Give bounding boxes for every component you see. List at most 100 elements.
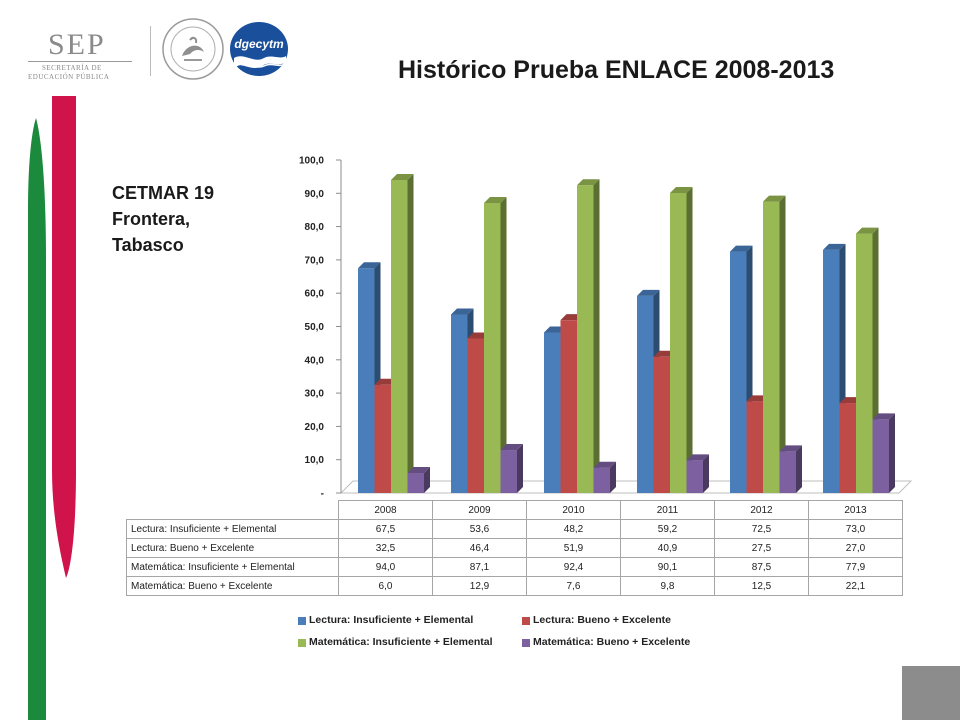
bar-top	[730, 245, 753, 252]
bar-front	[467, 338, 484, 493]
legend-label: Lectura: Insuficiente + Elemental	[309, 614, 474, 626]
bar-front	[823, 249, 840, 493]
table-cell: 77,9	[808, 557, 903, 577]
y-tick-label: 20,0	[305, 422, 325, 433]
bar-side	[703, 454, 709, 493]
school-line-3: Tabasco	[112, 235, 184, 255]
bar-front	[451, 314, 468, 493]
school-label: CETMAR 19 Frontera, Tabasco	[112, 180, 214, 258]
legend-label: Lectura: Bueno + Excelente	[533, 614, 672, 626]
bar-front	[839, 403, 856, 493]
table-row-label: Lectura: Bueno + Excelente	[126, 538, 339, 558]
bar-top	[577, 179, 600, 186]
bar-front	[358, 268, 375, 493]
bar-front	[577, 185, 594, 494]
y-tick-label: 90,0	[305, 189, 325, 200]
bar-front	[637, 295, 654, 493]
table-row: Lectura: Insuficiente + Elemental 67,5 5…	[126, 519, 903, 539]
bar-top	[763, 195, 786, 202]
bar-top	[872, 413, 895, 420]
table-cell: 90,1	[620, 557, 715, 577]
table-cell: 22,1	[808, 576, 903, 596]
logo-divider	[150, 26, 151, 76]
bar-front	[653, 356, 670, 493]
table-cell: 72,5	[714, 519, 809, 539]
legend-label: Matemática: Bueno + Excelente	[533, 636, 691, 648]
table-row: Matemática: Insuficiente + Elemental 94,…	[126, 557, 903, 577]
table-cell: 87,1	[432, 557, 527, 577]
school-line-1: CETMAR 19	[112, 183, 215, 203]
bar-front	[856, 233, 873, 493]
bar-front	[500, 450, 517, 493]
table-cell: 6,0	[338, 576, 433, 596]
bar-front	[779, 451, 796, 493]
y-tick-label: 80,0	[305, 222, 325, 233]
school-line-2: Frontera,	[112, 209, 191, 229]
legend-swatch	[298, 617, 306, 625]
red-band	[52, 96, 76, 578]
bar-front	[391, 179, 408, 494]
table-cell: 87,5	[714, 557, 809, 577]
table-cell: 27,5	[714, 538, 809, 558]
table-cell: 92,4	[526, 557, 621, 577]
table-header-cell: 2009	[432, 500, 527, 520]
legend-label: Matemática: Insuficiente + Elemental	[309, 636, 493, 648]
table-row-label: Matemática: Bueno + Excelente	[126, 576, 339, 596]
table-cell: 51,9	[526, 538, 621, 558]
bar-front	[686, 460, 703, 493]
bar-top	[500, 444, 523, 451]
green-band	[28, 118, 46, 720]
y-tick-label: 30,0	[305, 389, 325, 400]
table-cell: 12,9	[432, 576, 527, 596]
bar-front	[544, 332, 561, 493]
table-cell: 40,9	[620, 538, 715, 558]
table-corner	[127, 501, 339, 520]
bar-side	[610, 461, 616, 493]
bar-front	[730, 251, 747, 493]
bar-side	[686, 186, 693, 494]
bar-top	[686, 454, 709, 461]
dgecytm-logo-text: dgecytm	[234, 37, 284, 51]
bar-top	[670, 186, 693, 193]
table-header-cell: 2008	[338, 500, 433, 520]
legend-swatch	[298, 639, 306, 647]
table-header-cell: 2012	[714, 500, 809, 520]
table-cell: 94,0	[338, 557, 433, 577]
bar-front	[872, 419, 889, 493]
bar-top	[856, 227, 879, 234]
dgecytm-logo: dgecytm	[230, 22, 288, 76]
bar-side	[407, 173, 414, 494]
table-cell: 59,2	[620, 519, 715, 539]
bar-top	[637, 289, 660, 296]
table-cell: 9,8	[620, 576, 715, 596]
table-row-label: Matemática: Insuficiente + Elemental	[126, 557, 339, 577]
y-tick-label: 70,0	[305, 255, 325, 266]
bar-top	[391, 173, 414, 180]
bar-side	[424, 467, 430, 493]
table-cell: 46,4	[432, 538, 527, 558]
y-tick-label: 10,0	[305, 455, 325, 466]
bar-top	[823, 243, 846, 250]
table-cell: 67,5	[338, 519, 433, 539]
bar-side	[500, 196, 507, 493]
table-header-cell: 2013	[808, 500, 903, 520]
table-cell: 12,5	[714, 576, 809, 596]
sep-divider	[28, 61, 132, 62]
coat-of-arms-seal	[162, 18, 224, 80]
bar-side	[796, 445, 802, 493]
bar-front	[407, 473, 424, 493]
table-header-cell: 2010	[526, 500, 621, 520]
legend-swatch	[522, 639, 530, 647]
table-header-row: 2008 2009 2010 2011 2012 2013	[127, 500, 903, 520]
bar-front	[763, 201, 780, 493]
table-cell: 32,5	[338, 538, 433, 558]
bar-side	[593, 179, 600, 494]
table-header-cell: 2011	[620, 500, 715, 520]
table-row: Lectura: Bueno + Excelente 32,5 46,4 51,…	[126, 538, 903, 558]
table-cell: 7,6	[526, 576, 621, 596]
table-row: Matemática: Bueno + Excelente 6,0 12,9 7…	[126, 576, 903, 596]
sep-wordmark: SEP	[48, 28, 106, 61]
bar-front	[374, 384, 391, 493]
sep-subtitle-2: EDUCACIÓN PÚBLICA	[28, 73, 110, 81]
